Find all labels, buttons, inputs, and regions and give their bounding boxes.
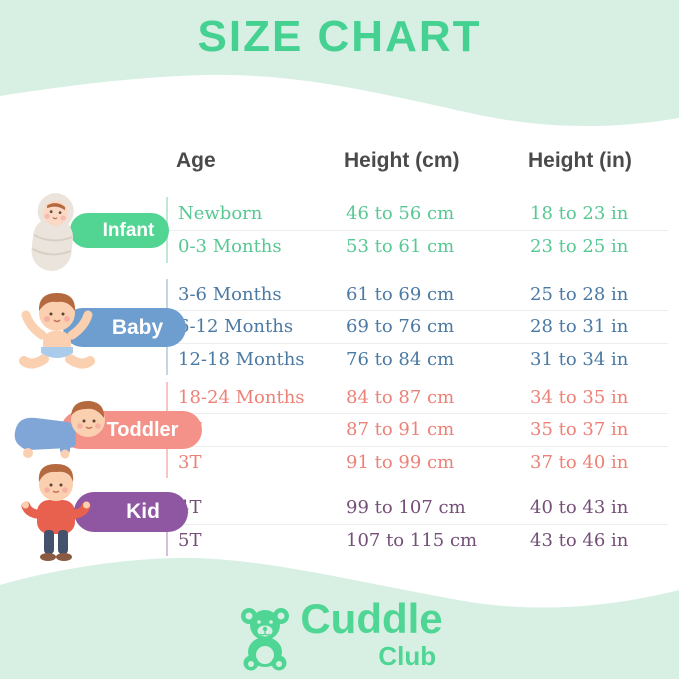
group-rows-infant: Newborn 46 to 56 cm 18 to 23 in 0-3 Mont… (166, 197, 668, 263)
standing-kid-illustration (20, 458, 92, 564)
cell-age: 12-18 Months (178, 348, 305, 370)
cell-height-in: 34 to 35 in (530, 387, 629, 409)
cell-height-cm: 46 to 56 cm (346, 202, 455, 224)
cell-height-in: 40 to 43 in (530, 497, 629, 519)
cell-age: 6-12 Months (178, 316, 294, 338)
table-row: 6-12 Months 69 to 76 cm 28 to 31 in (168, 311, 668, 344)
cell-age: 3-6 Months (178, 284, 282, 306)
table-row: 4T 99 to 107 cm 40 to 43 in (168, 492, 668, 525)
group-label: Kid (126, 500, 160, 523)
cell-age: 5T (178, 529, 202, 551)
cell-height-in: 18 to 23 in (530, 202, 629, 224)
group-pill-kid: Kid (74, 492, 188, 532)
group-label: Toddler (106, 418, 179, 441)
table-row: 18-24 Months 84 to 87 cm 34 to 35 in (168, 382, 668, 415)
cell-height-cm: 107 to 115 cm (346, 529, 478, 551)
sitting-baby-illustration (14, 283, 100, 373)
cell-height-in: 31 to 34 in (530, 348, 629, 370)
size-group-baby: Baby 3-6 Months 61 to 69 cm 25 to 28 in … (0, 279, 679, 375)
cell-height-in: 23 to 25 in (530, 236, 629, 258)
top-wave-decoration (0, 0, 679, 127)
table-row: 3-6 Months 61 to 69 cm 25 to 28 in (168, 279, 668, 312)
brand-logo: Cuddle Club (0, 598, 679, 671)
cell-height-cm: 84 to 87 cm (346, 387, 455, 409)
cell-height-cm: 69 to 76 cm (346, 316, 455, 338)
cell-height-cm: 99 to 107 cm (346, 497, 466, 519)
cell-height-cm: 61 to 69 cm (346, 284, 455, 306)
table-row: Newborn 46 to 56 cm 18 to 23 in (168, 197, 668, 231)
cell-age: 18-24 Months (178, 387, 305, 409)
size-group-kid: Kid 4T 99 to 107 cm 40 to 43 in 5T 107 t… (0, 464, 679, 561)
group-label: Baby (111, 315, 164, 339)
cell-height-in: 25 to 28 in (530, 284, 629, 306)
table-row: 12-18 Months 76 to 84 cm 31 to 34 in (168, 344, 668, 375)
cell-age: 2T (178, 419, 346, 440)
swaddled-baby-illustration (20, 187, 86, 273)
size-group-infant: Infant Newborn 46 to 56 cm 18 to 23 in 0… (0, 193, 679, 271)
cell-height-in: 43 to 46 in (530, 529, 629, 551)
teddy-bear-icon (236, 605, 294, 671)
cell-height-in: 37 to 40 in (530, 451, 629, 473)
group-label: Infant (102, 219, 155, 241)
cell-age: 4T (178, 497, 202, 519)
cell-height-in: 28 to 31 in (530, 316, 629, 338)
bottom-wave-decoration (0, 557, 679, 679)
crawling-toddler-illustration (6, 386, 110, 466)
table-row: 3T 91 to 99 cm 37 to 40 in (168, 447, 668, 478)
table-row: 5T 107 to 115 cm 43 to 46 in (168, 525, 668, 557)
page-title: SIZE CHART (197, 12, 482, 61)
col-header-height-in: Height (in) (528, 149, 632, 172)
cell-height-cm: 53 to 61 cm (346, 236, 455, 258)
table-row: 0-3 Months 53 to 61 cm 23 to 25 in (168, 231, 668, 264)
cell-height-cm: 76 to 84 cm (346, 348, 455, 370)
cell-height-in: 35 to 37 in (530, 419, 629, 441)
group-rows-toddler: 18-24 Months 84 to 87 cm 34 to 35 in 2T … (166, 382, 668, 478)
group-rows-baby: 3-6 Months 61 to 69 cm 25 to 28 in 6-12 … (166, 279, 668, 375)
cell-age: 0-3 Months (178, 236, 282, 258)
col-header-height-cm: Height (cm) (344, 149, 460, 172)
table-header-row: Age Height (cm) Height (in) (166, 149, 676, 173)
cell-height-cm: 91 to 99 cm (346, 451, 455, 473)
col-header-age: Age (176, 149, 216, 172)
table-row: 2T 87 to 91 cm 35 to 37 in (168, 414, 668, 447)
brand-name-line2: Club (378, 641, 437, 671)
brand-name-line1: Cuddle (300, 595, 443, 642)
cell-height-cm: 87 to 91 cm (346, 419, 455, 441)
group-pill-infant: Infant (70, 213, 169, 248)
group-rows-kid: 4T 99 to 107 cm 40 to 43 in 5T 107 to 11… (166, 492, 668, 556)
cell-age: Newborn (178, 202, 263, 224)
size-group-toddler: Toddler 18-24 Months 84 to 87 cm 34 to 3… (0, 382, 679, 478)
brand-name: Cuddle Club (300, 598, 442, 671)
cell-age: 3T (178, 451, 202, 473)
